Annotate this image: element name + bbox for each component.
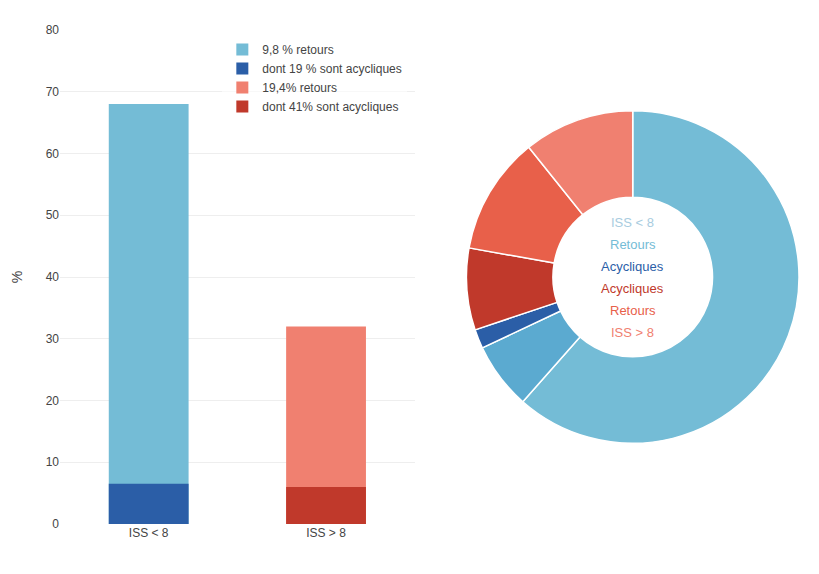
svg-text:9,8 % retours: 9,8 % retours bbox=[262, 43, 333, 57]
svg-text:ISS > 8: ISS > 8 bbox=[611, 325, 654, 340]
svg-text:Acycliques: Acycliques bbox=[601, 259, 664, 274]
svg-text:19,4% retours: 19,4% retours bbox=[262, 81, 337, 95]
svg-text:0: 0 bbox=[52, 517, 59, 531]
svg-text:10: 10 bbox=[46, 455, 60, 469]
svg-text:dont 19 % sont acycliques: dont 19 % sont acycliques bbox=[262, 62, 401, 76]
svg-text:60: 60 bbox=[46, 147, 60, 161]
svg-text:70: 70 bbox=[46, 85, 60, 99]
svg-text:%: % bbox=[9, 271, 25, 283]
svg-text:40: 40 bbox=[46, 270, 60, 284]
svg-text:ISS < 8: ISS < 8 bbox=[129, 526, 169, 540]
svg-text:Acycliques: Acycliques bbox=[601, 281, 664, 296]
svg-text:Retours: Retours bbox=[610, 303, 656, 318]
svg-text:80: 80 bbox=[46, 23, 60, 37]
svg-text:ISS > 8: ISS > 8 bbox=[306, 526, 346, 540]
svg-text:30: 30 bbox=[46, 332, 60, 346]
svg-text:ISS < 8: ISS < 8 bbox=[611, 215, 654, 230]
svg-text:20: 20 bbox=[46, 394, 60, 408]
svg-text:Retours: Retours bbox=[610, 237, 656, 252]
svg-text:50: 50 bbox=[46, 208, 60, 222]
svg-text:dont 41% sont acycliques: dont 41% sont acycliques bbox=[262, 100, 398, 114]
